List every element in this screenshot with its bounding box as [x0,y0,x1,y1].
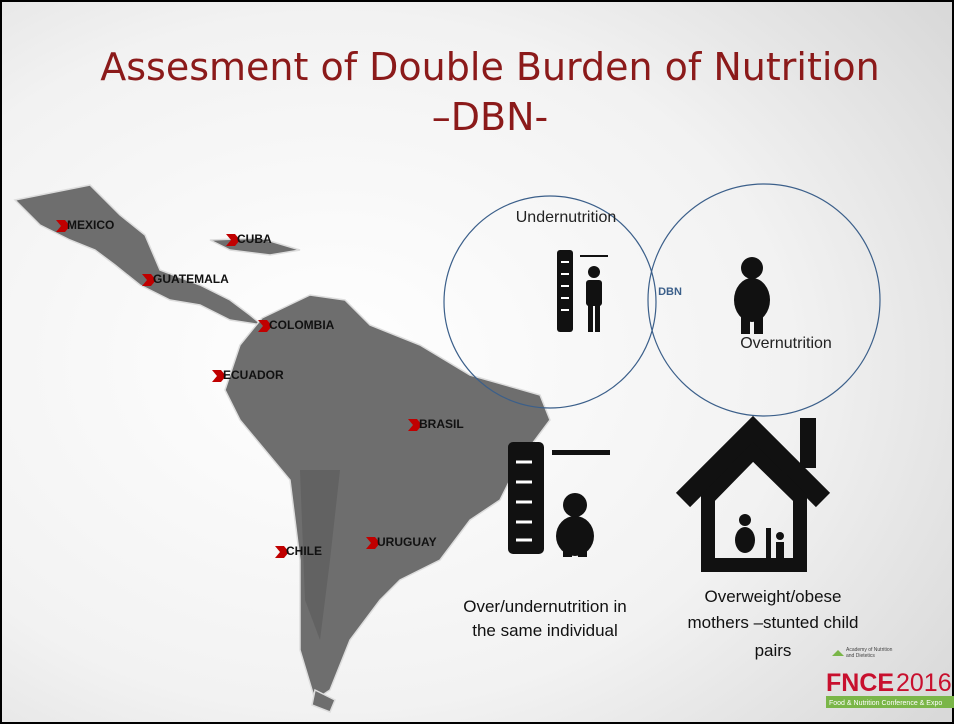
logo-tagline: Food & Nutrition Conference & Expo [829,700,942,707]
country-marker [142,274,156,286]
venn-right-label: Overnutrition [740,335,832,352]
country-label: CHILE [286,544,322,558]
country-label: GUATEMALA [153,272,229,286]
logo-brand: FNCE [826,669,894,697]
country-marker [212,370,226,382]
venn-left-label: Undernutrition [516,209,617,226]
ruler-obese-icon [508,442,610,557]
venn-diagram [443,183,881,417]
country-marker [275,546,289,558]
country-marker [258,320,272,332]
country-label: URUGUAY [377,535,437,549]
house-icon [675,415,831,572]
title-line: –DBN- [432,95,548,139]
obese-icon [734,257,770,334]
country-marker [226,234,240,246]
country-marker [366,537,380,549]
country-marker [408,419,422,431]
country-label: BRASIL [419,417,464,431]
logo: Academy of Nutrition and Dietetics FNCE … [826,647,954,708]
ruler-icon [557,250,608,332]
caption-line: pairs [755,641,792,660]
country-label: CUBA [237,232,272,246]
logo-small: and Dietetics [846,653,875,659]
caption-line: Over/undernutrition in [463,597,626,616]
country-label: MEXICO [67,218,114,232]
country-label: COLOMBIA [269,318,335,332]
caption-line: Overweight/obese [704,587,841,606]
logo-small: Academy of Nutrition [846,647,893,653]
country-marker [56,220,70,232]
country-label: ECUADOR [223,368,284,382]
map-shading [300,470,340,640]
venn-center-label: DBN [658,286,682,298]
caption-line: mothers –stunted child [687,613,858,632]
caption-line: the same individual [472,621,618,640]
title-line: Assesment of Double Burden of Nutrition [100,45,880,89]
logo-year: 2016 [896,669,952,697]
